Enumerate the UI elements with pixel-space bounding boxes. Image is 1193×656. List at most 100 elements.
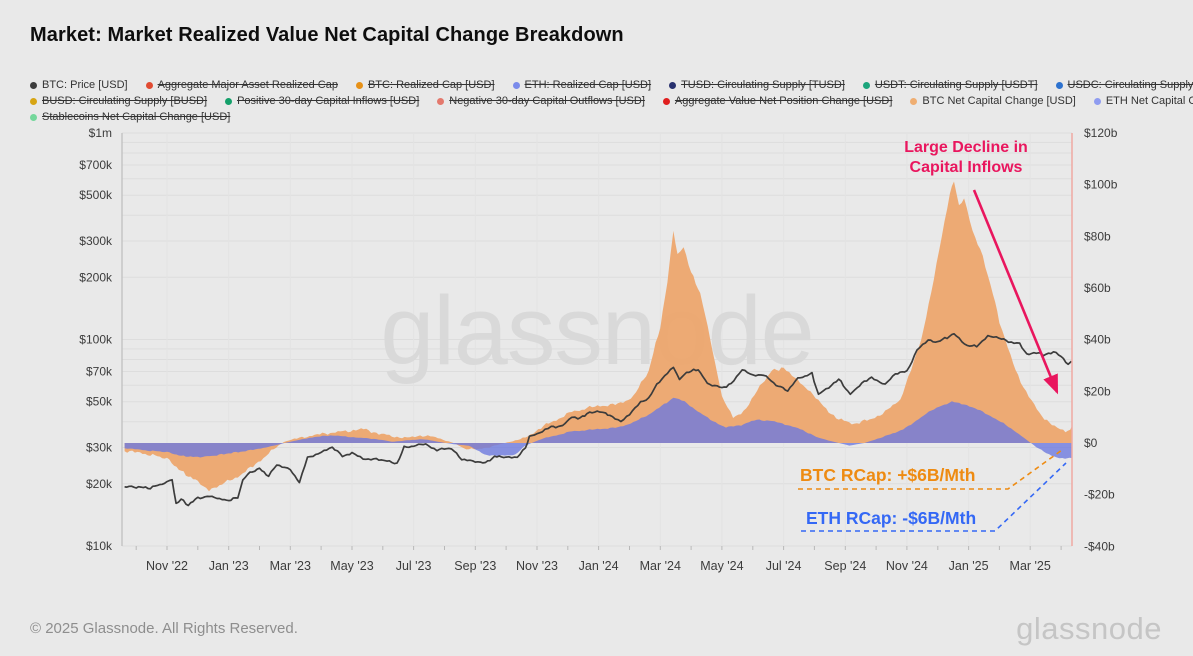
legend-item[interactable]: ETH: Realized Cap [USD] (512, 79, 652, 91)
axes: $1m $700k $500k $300k $200k $100k $70k $50k $30k… (79, 126, 1117, 573)
legend-item-label: BTC: Realized Cap [USD] (367, 79, 495, 91)
legend-row: Stablecoins Net Capital Change [USD] (30, 111, 1193, 123)
legend-item-label: BUSD: Circulating Supply [BUSD] (42, 95, 208, 107)
left-axis-tick: $300k (79, 234, 113, 248)
x-axis-tick: Jul '23 (396, 559, 432, 573)
legend-item-label: TUSD: Circulating Supply [TUSD] (681, 79, 845, 91)
right-axis-tick: $20b (1084, 384, 1111, 398)
legend: BTC: Price [USD] Aggregate Major Asset Re… (30, 79, 1193, 123)
x-axis-tick: May '23 (330, 559, 373, 573)
left-axis-tick: $20k (86, 477, 113, 491)
legend-dot-icon (910, 97, 918, 105)
legend-dot-icon (1055, 81, 1063, 89)
x-axis-tick: Mar '25 (1010, 559, 1051, 573)
right-axis-tick: -$40b (1084, 539, 1115, 553)
legend-item[interactable]: Aggregate Major Asset Realized Cap (145, 79, 338, 91)
x-axis-tick: Nov '24 (886, 559, 928, 573)
legend-item[interactable]: TUSD: Circulating Supply [TUSD] (669, 79, 845, 91)
right-axis-tick: $100b (1084, 178, 1118, 192)
legend-dot-icon (30, 81, 37, 89)
x-axis-tick: Mar '24 (640, 559, 681, 573)
right-axis-tick: $60b (1084, 281, 1111, 295)
copyright-text: © 2025 Glassnode. All Rights Reserved. (30, 620, 298, 637)
right-axis-tick: -$20b (1084, 488, 1115, 502)
annotation-large-decline: Large Decline in Capital Inflows (904, 139, 1059, 395)
legend-dot-icon (1093, 97, 1101, 105)
left-axis-tick: $30k (86, 441, 113, 455)
line-series (124, 332, 1073, 507)
x-axis-tick: Jul '24 (766, 559, 802, 573)
left-axis-tick: $100k (79, 333, 113, 347)
x-axis-tick: Jan '25 (949, 559, 989, 573)
glassnode-logo: glassnode (1016, 611, 1162, 646)
legend-dot-icon (512, 81, 520, 89)
legend-item[interactable]: Positive 30-day Capital Inflows [USD] (225, 95, 419, 107)
legend-dot-icon (437, 97, 445, 105)
x-axis-tick: Nov '22 (146, 559, 188, 573)
eth-rcap-leader-line (801, 462, 1067, 532)
right-axis-tick: $0 (1084, 436, 1098, 450)
left-axis-tick: $200k (79, 270, 113, 284)
legend-item[interactable]: Stablecoins Net Capital Change [USD] (30, 111, 230, 123)
legend-item[interactable]: USDC: Circulating Supply [USDC] (1055, 79, 1193, 91)
legend-dot-icon (30, 113, 37, 121)
right-axis-tick: $120b (1084, 126, 1118, 140)
decline-arrow (972, 189, 1059, 395)
legend-item-label: Aggregate Major Asset Realized Cap (157, 79, 338, 91)
btc-price-line (124, 332, 1073, 507)
right-axis-tick: $80b (1084, 229, 1111, 243)
x-axis-tick: Nov '23 (516, 559, 558, 573)
legend-dot-icon (669, 81, 677, 89)
legend-item[interactable]: USDT: Circulating Supply [USDT] (862, 79, 1038, 91)
x-axis-tick: Sep '24 (824, 559, 866, 573)
legend-dot-icon (225, 97, 233, 105)
legend-item[interactable]: BUSD: Circulating Supply [BUSD] (30, 95, 207, 107)
annotation-btc-rcap: BTC RCap: +$6B/Mth (798, 449, 1063, 490)
legend-item[interactable]: Negative 30-day Capital Outflows [USD] (437, 95, 645, 107)
left-axis-tick: $10k (86, 539, 113, 553)
legend-item[interactable]: Aggregate Value Net Position Change [USD… (662, 95, 893, 107)
glassnode-watermark: glassnode (380, 276, 813, 385)
left-axis-tick: $700k (79, 158, 113, 172)
legend-row: BTC: Price [USD] Aggregate Major Asset Re… (30, 79, 1193, 91)
x-axis-tick: Jan '24 (579, 559, 619, 573)
legend-item-label: BTC Net Capital Change [USD] (922, 95, 1076, 107)
legend-item[interactable]: BTC: Realized Cap [USD] (355, 79, 495, 91)
left-axis-tick: $1m (89, 126, 112, 140)
legend-item[interactable]: ETH Net Capital Change [USD] (1093, 95, 1193, 107)
left-axis-tick: $70k (86, 365, 113, 379)
left-axis-tick: $500k (79, 188, 113, 202)
annotation-large-decline-line1: Large Decline in (904, 139, 1028, 156)
legend-item-label: USDC: Circulating Supply [USDC] (1067, 79, 1193, 91)
legend-item-label: Positive 30-day Capital Inflows [USD] (237, 95, 420, 107)
area-series (124, 181, 1072, 492)
right-axis-tick: $40b (1084, 333, 1111, 347)
annotation-btc-rcap-label: BTC RCap: +$6B/Mth (800, 465, 976, 485)
area-eth-net-capital-change (124, 397, 1072, 459)
legend-item[interactable]: BTC: Price [USD] (30, 79, 128, 91)
legend-item-label: ETH Net Capital Change [USD] (1105, 95, 1193, 107)
x-axis-tick: Jan '23 (209, 559, 249, 573)
legend-dot-icon (355, 81, 363, 89)
legend-item-label: Aggregate Value Net Position Change [USD… (674, 95, 893, 107)
legend-item[interactable]: BTC Net Capital Change [USD] (910, 95, 1076, 107)
x-axis-tick: May '24 (700, 559, 743, 573)
left-axis-tick: $50k (86, 395, 113, 409)
legend-dot-icon (662, 97, 670, 105)
legend-dot-icon (145, 81, 153, 89)
legend-dot-icon (30, 97, 37, 105)
btc-rcap-leader-line (798, 449, 1063, 490)
legend-item-label: Stablecoins Net Capital Change [USD] (42, 111, 231, 123)
legend-item-label: BTC: Price [USD] (42, 79, 128, 91)
legend-dot-icon (862, 81, 870, 89)
legend-row: BUSD: Circulating Supply [BUSD] Positive … (30, 95, 1193, 107)
legend-item-label: ETH: Realized Cap [USD] (524, 79, 652, 91)
x-axis-tick: Sep '23 (454, 559, 496, 573)
page-title: Market: Market Realized Value Net Capita… (30, 24, 624, 46)
x-axis-tick: Mar '23 (270, 559, 311, 573)
annotation-eth-rcap: ETH RCap: -$6B/Mth (801, 462, 1067, 532)
annotation-eth-rcap-label: ETH RCap: -$6B/Mth (806, 508, 976, 528)
annotation-large-decline-line2: Capital Inflows (910, 159, 1023, 176)
